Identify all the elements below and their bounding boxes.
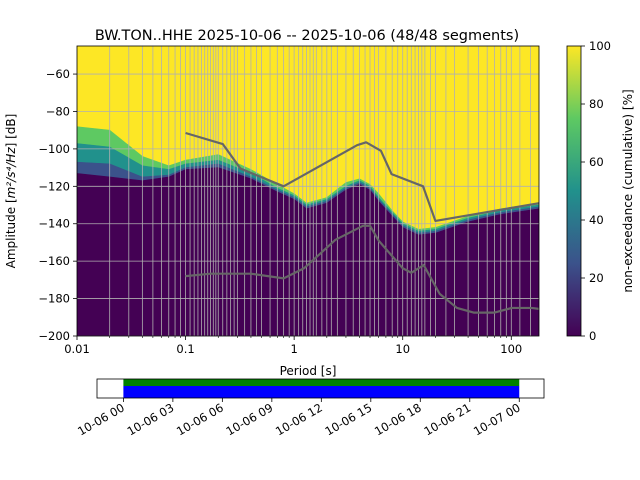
y-axis-label: Amplitude [m²/s⁴/Hz] [dB] <box>4 114 18 269</box>
noise-models <box>185 131 539 314</box>
x-tick-label: 1 <box>290 342 297 356</box>
plot-frame <box>76 45 540 337</box>
colorbar-axis: 0 20 40 60 80 100 <box>581 39 611 343</box>
x-tick-label: 100 <box>500 342 522 356</box>
y-tick-label: −160 <box>38 254 70 268</box>
timeline-tick-label: 10-06 00 <box>75 400 127 438</box>
colorbar-tick-label: 60 <box>589 155 604 169</box>
y-axis-label-suffix: ] [dB] <box>4 114 18 148</box>
x-tick-label: 0.01 <box>64 342 90 356</box>
colorbar-tick-label: 100 <box>589 39 611 53</box>
colorbar-tick-label: 20 <box>589 271 604 285</box>
x-tick-label: 10 <box>395 342 410 356</box>
timeline-tick-label: 10-06 03 <box>125 400 177 438</box>
psd-plot-area <box>77 46 539 336</box>
noise-model-nhnm <box>185 131 539 223</box>
colorbar-tick-label: 40 <box>589 213 604 227</box>
timeline-bars <box>123 379 520 398</box>
chart-title: BW.TON..HHE 2025-10-06 -- 2025-10-06 (48… <box>95 28 519 44</box>
y-tick-label: −120 <box>38 179 70 193</box>
y-axis-label-units: m²/s⁴/Hz <box>4 147 18 199</box>
y-axis-label-prefix: Amplitude [ <box>4 198 18 268</box>
percentile-bands <box>77 46 539 336</box>
y-tick-label: −60 <box>46 67 70 81</box>
timeline-tick-label: 10-07 00 <box>471 400 523 438</box>
y-tick-label: −80 <box>46 104 70 118</box>
y-axis: −60 −80 −100 −120 −140 −160 −180 −200 <box>38 67 77 343</box>
grid-lines <box>77 46 539 336</box>
colorbar-tick-label: 80 <box>589 97 604 111</box>
x-axis: 0.01 0.1 1 10 100 <box>64 336 522 356</box>
timeline-tick-label: 10-06 12 <box>273 400 325 438</box>
timeline-tick-label: 10-06 21 <box>421 400 473 438</box>
timeline-bar-segments <box>123 386 520 398</box>
y-tick-label: −180 <box>38 292 70 306</box>
timeline-tick-label: 10-06 06 <box>174 400 226 438</box>
x-axis-label: Period [s] <box>280 364 337 378</box>
y-tick-label: −140 <box>38 217 70 231</box>
timeline-tick-label: 10-06 15 <box>323 400 375 438</box>
x-tick-label: 0.1 <box>176 342 194 356</box>
timeline-tick-label: 10-06 18 <box>372 400 424 438</box>
colorbar <box>566 45 582 337</box>
timeline-tick-label: 10-06 09 <box>224 400 276 438</box>
y-tick-label: −100 <box>38 142 70 156</box>
timeline-bar-data <box>123 379 520 386</box>
timeline-frame <box>96 378 545 399</box>
noise-model-nlnm <box>185 224 539 314</box>
colorbar-tick-label: 0 <box>589 329 596 343</box>
colorbar-label: non-exceedance (cumulative) [%] <box>621 89 635 292</box>
y-tick-label: −200 <box>38 329 70 343</box>
